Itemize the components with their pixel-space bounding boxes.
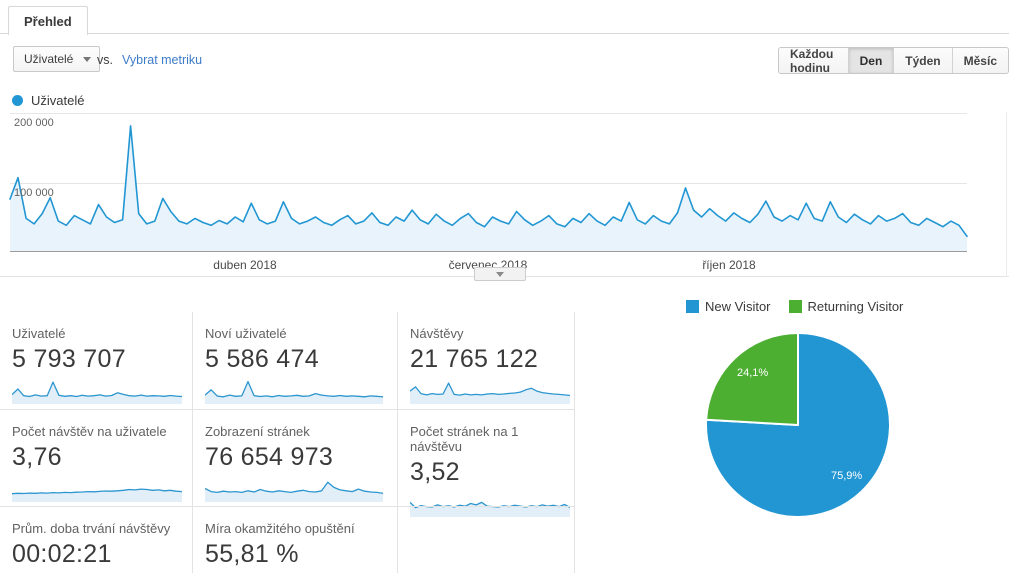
- visitor-type-pie-chart[interactable]: [703, 330, 893, 520]
- card-sessions: Návštěvy 21 765 122: [398, 312, 575, 409]
- granularity-day-button[interactable]: Den: [847, 48, 894, 73]
- series-dot-icon: [12, 95, 23, 106]
- panel-edge-divider: [1006, 112, 1007, 277]
- granularity-month-button[interactable]: Měsíc: [951, 48, 1008, 73]
- card-label: Uživatelé: [12, 326, 66, 341]
- card-users: Uživatelé 5 793 707: [0, 312, 193, 409]
- metric-selector-value: Uživatelé: [24, 52, 74, 66]
- card-value: 55,81 %: [205, 540, 299, 568]
- granularity-switcher: Každou hodinu Den Týden Měsíc: [778, 47, 1009, 74]
- card-label: Počet stránek na 1 návštěvu: [410, 424, 519, 454]
- pageviews-sparkline: [205, 481, 383, 502]
- chevron-down-icon: [496, 271, 504, 277]
- blue-square-icon: [686, 300, 699, 313]
- granularity-hourly-button[interactable]: Každou hodinu: [779, 48, 848, 73]
- card-pageviews: Zobrazení stránek 76 654 973: [193, 409, 398, 506]
- card-label: Návštěvy: [410, 326, 464, 341]
- metric-cards-grid: Uživatelé 5 793 707 Noví uživatelé 5 586…: [0, 312, 576, 573]
- sessions-per-user-sparkline: [12, 488, 182, 502]
- x-axis-tick-april: duben 2018: [213, 258, 277, 272]
- card-value: 21 765 122: [410, 345, 539, 373]
- x-axis-tick-october: říjen 2018: [702, 258, 756, 272]
- legend-item-new-visitor: New Visitor: [686, 299, 771, 314]
- granularity-week-button[interactable]: Týden: [893, 48, 952, 73]
- new-users-sparkline: [205, 380, 383, 404]
- tab-overview[interactable]: Přehled: [8, 6, 88, 35]
- card-bounce-rate: Míra okamžitého opuštění 55,81 %: [193, 506, 398, 573]
- card-label: Míra okamžitého opuštění: [205, 521, 355, 536]
- timeseries-legend: Uživatelé: [12, 93, 84, 108]
- select-metric-link[interactable]: Vybrat metriku: [122, 53, 203, 67]
- users-timeseries-chart[interactable]: [0, 110, 1009, 282]
- card-value: 5 586 474: [205, 345, 319, 373]
- legend-label: Returning Visitor: [807, 299, 904, 314]
- tab-overview-label: Přehled: [24, 13, 72, 29]
- card-label: Noví uživatelé: [205, 326, 287, 341]
- card-avg-session-duration: Prům. doba trvání návštěvy 00:02:21: [0, 506, 193, 573]
- y-axis-tick-100k: 100 000: [14, 187, 54, 199]
- card-label: Zobrazení stránek: [205, 424, 310, 439]
- sessions-sparkline: [410, 382, 570, 404]
- tab-bar: Přehled: [0, 0, 1009, 35]
- legend-item-returning-visitor: Returning Visitor: [788, 299, 904, 314]
- visitor-type-legend: New Visitor Returning Visitor: [686, 299, 903, 314]
- card-label: Prům. doba trvání návštěvy: [12, 521, 171, 536]
- card-value: 76 654 973: [205, 443, 334, 471]
- pie-slice-label-new: 75,9%: [831, 470, 863, 482]
- legend-label: New Visitor: [705, 299, 771, 314]
- chevron-down-icon: [83, 56, 92, 62]
- y-axis-tick-200k: 200 000: [14, 117, 54, 129]
- card-value: 5 793 707: [12, 345, 126, 373]
- pie-slice-label-returning: 24,1%: [737, 367, 769, 379]
- metric-selector-dropdown[interactable]: Uživatelé: [13, 46, 101, 72]
- collapse-chart-button[interactable]: [474, 267, 526, 281]
- card-empty: [398, 506, 575, 573]
- card-label: Počet návštěv na uživatele: [12, 424, 167, 439]
- card-new-users: Noví uživatelé 5 586 474: [193, 312, 398, 409]
- users-sparkline: [12, 381, 182, 404]
- card-pages-per-session: Počet stránek na 1 návštěvu 3,52: [398, 409, 575, 517]
- card-value: 00:02:21: [12, 540, 112, 568]
- green-square-icon: [788, 300, 802, 313]
- card-value: 3,52: [410, 458, 460, 486]
- card-value: 3,76: [12, 443, 62, 471]
- vs-label: vs.: [97, 53, 113, 67]
- card-sessions-per-user: Počet návštěv na uživatele 3,76: [0, 409, 193, 506]
- series-legend-label: Uživatelé: [31, 93, 85, 108]
